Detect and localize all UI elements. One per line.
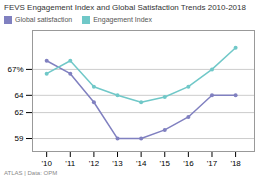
svg-text:'18: '18	[230, 159, 241, 168]
svg-text:67%: 67%	[7, 65, 23, 74]
svg-text:59: 59	[15, 134, 24, 143]
svg-text:'17: '17	[207, 159, 218, 168]
svg-text:'10: '10	[41, 159, 52, 168]
svg-text:'13: '13	[112, 159, 123, 168]
html-text:FEVS Engagement Index and Glob: FEVS Engagement Index and Global Satisfa…	[4, 3, 246, 12]
svg-text:'11: '11	[65, 159, 75, 168]
svg-text:62: 62	[15, 108, 24, 117]
html-text:ATLAS | Data: OPM: ATLAS | Data: OPM	[4, 170, 58, 176]
svg-text:'16: '16	[183, 159, 194, 168]
html-text:Engagement Index: Engagement Index	[93, 16, 152, 23]
svg-text:'14: '14	[136, 159, 147, 168]
svg-text:'15: '15	[160, 159, 171, 168]
svg-text:'12: '12	[89, 159, 100, 168]
html-text:Global satisfaction: Global satisfaction	[15, 16, 73, 23]
svg-text:64: 64	[15, 91, 24, 100]
